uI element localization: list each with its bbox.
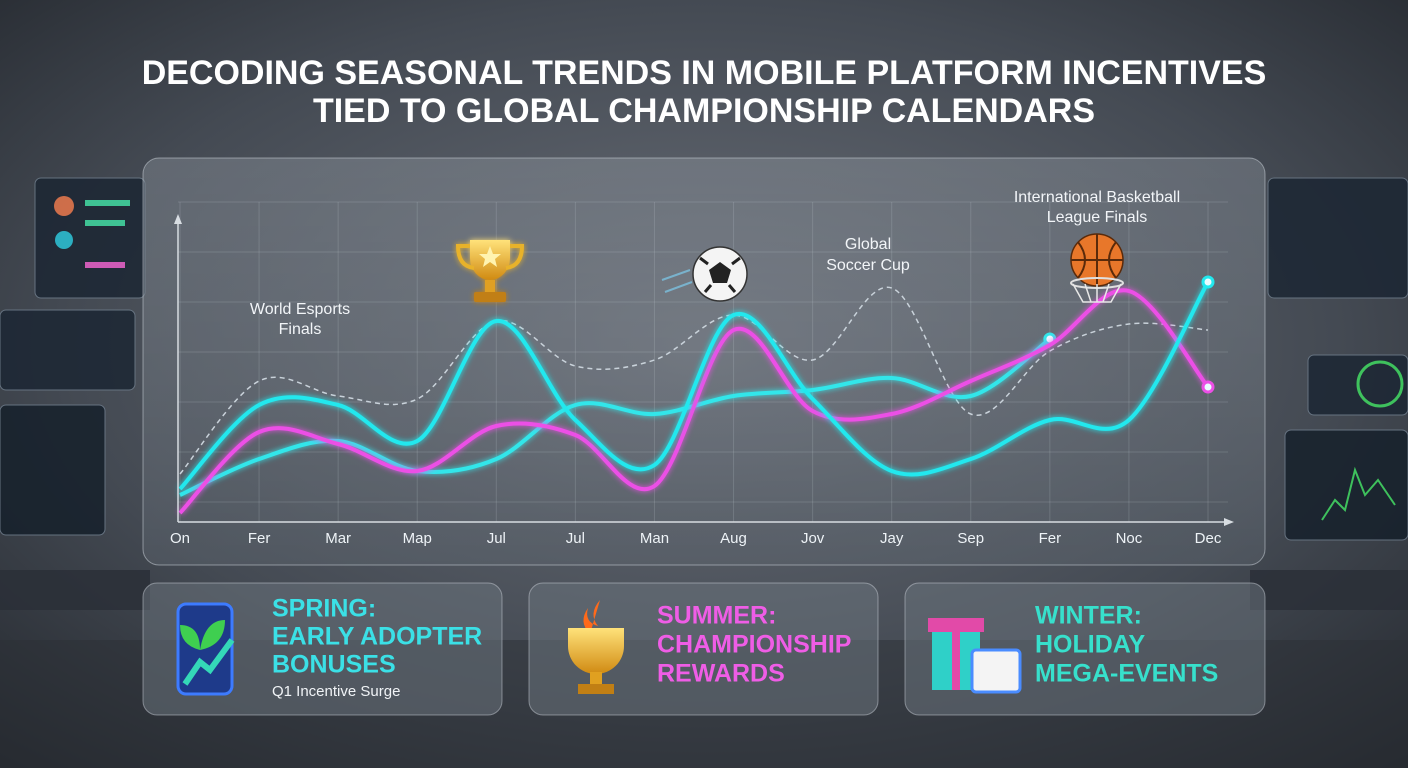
data-point <box>1201 275 1215 289</box>
card-title: REWARDS <box>657 660 785 688</box>
chart: On Fer Mar Map Jul Jul Man Aug Jov Jay Sep Fer Noc De… <box>170 201 1228 547</box>
x-tick-label: Fer <box>248 530 271 547</box>
card-title: WINTER: <box>1035 602 1142 630</box>
x-tick-label: Jul <box>566 530 585 547</box>
series-line <box>178 281 1210 491</box>
annotation: Soccer Cup <box>826 257 910 274</box>
series-line <box>178 288 1210 515</box>
card: SPRING: EARLY ADOPTER BONUSES Q1 Incenti… <box>142 582 503 716</box>
title-line: DECODING SEASONAL TRENDS IN MOBILE PLATF… <box>142 54 1267 92</box>
card-subtitle: Q1 Incentive Surge <box>272 683 400 700</box>
soccer-ball-icon <box>661 246 748 302</box>
y-axis-arrow <box>174 214 182 224</box>
trophy-icon <box>455 240 525 302</box>
card-title: EARLY ADOPTER <box>272 623 482 651</box>
x-tick-label: Aug <box>720 530 747 547</box>
x-tick-label: Mar <box>325 530 351 547</box>
annotation: International Basketball <box>1014 189 1180 206</box>
basketball-icon <box>1070 233 1124 303</box>
x-tick-label: Jay <box>880 530 904 547</box>
x-tick-label: Sep <box>957 530 984 547</box>
x-tick-label: Dec <box>1195 530 1222 547</box>
card-title: CHAMPIONSHIP <box>657 631 851 659</box>
x-tick-label: Jul <box>487 530 506 547</box>
card-title: SUMMER: <box>657 602 776 630</box>
card-title: HOLIDAY <box>1035 631 1146 659</box>
card-title: MEGA-EVENTS <box>1035 660 1218 688</box>
x-tick-label: On <box>170 530 190 547</box>
x-tick-label: Fer <box>1039 530 1062 547</box>
data-point <box>1201 380 1215 394</box>
title-line: TIED TO GLOBAL CHAMPIONSHIP CALENDARS <box>313 92 1095 130</box>
x-tick-label: Noc <box>1116 530 1143 547</box>
card: WINTER: HOLIDAY MEGA-EVENTS <box>904 582 1266 716</box>
x-tick-label: Man <box>640 530 669 547</box>
card-title: SPRING: <box>272 595 376 623</box>
card: SUMMER: CHAMPIONSHIP REWARDS <box>528 582 879 716</box>
x-axis-arrow <box>1224 518 1234 526</box>
annotation: World Esports <box>250 301 350 318</box>
annotation: League Finals <box>1047 209 1148 226</box>
x-tick-label: Map <box>403 530 432 547</box>
card-title: BONUSES <box>272 651 396 679</box>
x-tick-label: Jov <box>801 530 825 547</box>
annotation: Finals <box>279 321 322 338</box>
annotation: Global <box>845 236 891 253</box>
